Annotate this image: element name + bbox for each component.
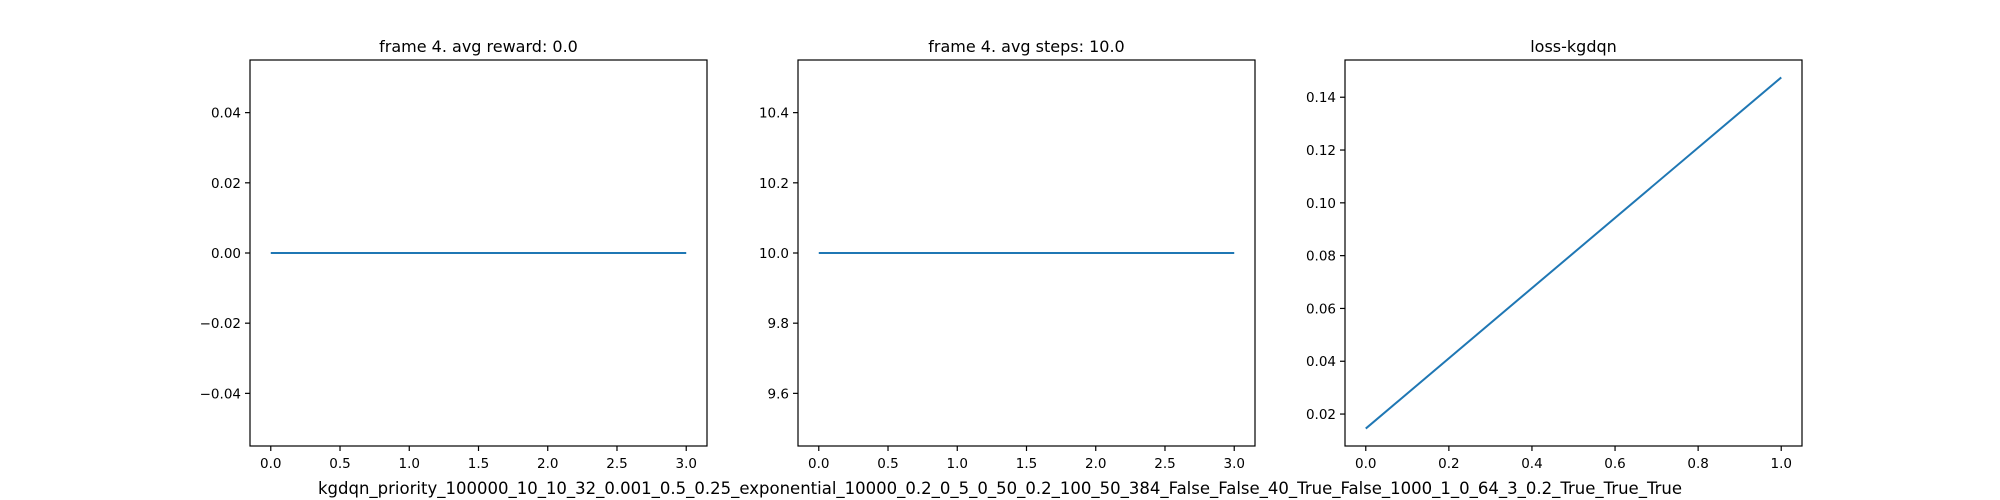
- y-tick-label: 0.00: [211, 246, 241, 262]
- y-tick-label: 9.8: [768, 316, 789, 332]
- x-tick-label: 3.0: [1223, 456, 1244, 472]
- y-tick-label: 0.02: [1306, 407, 1336, 423]
- x-tick-label: 1.0: [399, 456, 420, 472]
- chart-title: loss-kgdqn: [1530, 37, 1617, 56]
- x-tick-label: 2.0: [1085, 456, 1106, 472]
- x-tick-label: 0.0: [1355, 456, 1376, 472]
- x-tick-label: 1.0: [947, 456, 968, 472]
- y-tick-label: 0.12: [1306, 143, 1336, 159]
- chart-title: frame 4. avg steps: 10.0: [928, 37, 1124, 56]
- x-tick-label: 2.5: [1154, 456, 1175, 472]
- figure-label: kgdqn_priority_100000_10_10_32_0.001_0.5…: [318, 479, 1682, 499]
- chart-panel-1: frame 4. avg reward: 0.0 0.0 0.5 1.0 1.5 2.0 2…: [200, 37, 708, 472]
- y-tick-label: 0.04: [1306, 354, 1336, 370]
- chart-panel-2: frame 4. avg steps: 10.0 0.0 0.5 1.0 1.5 2.0 2…: [759, 37, 1256, 472]
- x-tick-label: 0.8: [1687, 456, 1708, 472]
- x-tick-label: 1.5: [1016, 456, 1037, 472]
- y-tick-label: 0.04: [211, 106, 241, 122]
- x-tick-label: 0.6: [1604, 456, 1625, 472]
- y-tick-label: 10.4: [759, 106, 789, 122]
- x-tick-label: 2.5: [606, 456, 627, 472]
- chart-title: frame 4. avg reward: 0.0: [379, 37, 578, 56]
- x-tick-label: 3.0: [675, 456, 696, 472]
- y-tick-label: 0.14: [1306, 90, 1336, 106]
- chart-panel-3: loss-kgdqn 0.0 0.2 0.4 0.6 0.8 1.0 0.02 0.04 0.06…: [1306, 37, 1803, 472]
- x-tick-label: 0.2: [1438, 456, 1459, 472]
- y-tick-label: −0.04: [200, 386, 241, 402]
- x-tick-label: 0.5: [329, 456, 350, 472]
- series-line-1: [1365, 76, 1782, 430]
- x-tick-label: 0.0: [808, 456, 829, 472]
- y-tick-label: 0.10: [1306, 196, 1336, 212]
- axes-frame: [1344, 59, 1803, 447]
- y-tick-label: 10.2: [759, 176, 789, 192]
- x-tick-label: 1.0: [1770, 456, 1791, 472]
- x-tick-label: 1.5: [468, 456, 489, 472]
- y-tick-label: 0.06: [1306, 301, 1336, 317]
- x-tick-label: 2.0: [537, 456, 558, 472]
- x-tick-label: 0.0: [260, 456, 281, 472]
- charts-group: frame 4. avg reward: 0.0 0.0 0.5 1.0 1.5 2.0 2…: [200, 37, 1803, 472]
- x-tick-label: 0.4: [1521, 456, 1542, 472]
- y-tick-label: 0.08: [1306, 249, 1336, 265]
- y-tick-label: 10.0: [759, 246, 789, 262]
- x-tick-label: 0.5: [877, 456, 898, 472]
- y-tick-label: −0.02: [200, 316, 241, 332]
- y-tick-label: 0.02: [211, 176, 241, 192]
- y-tick-label: 9.6: [768, 386, 789, 402]
